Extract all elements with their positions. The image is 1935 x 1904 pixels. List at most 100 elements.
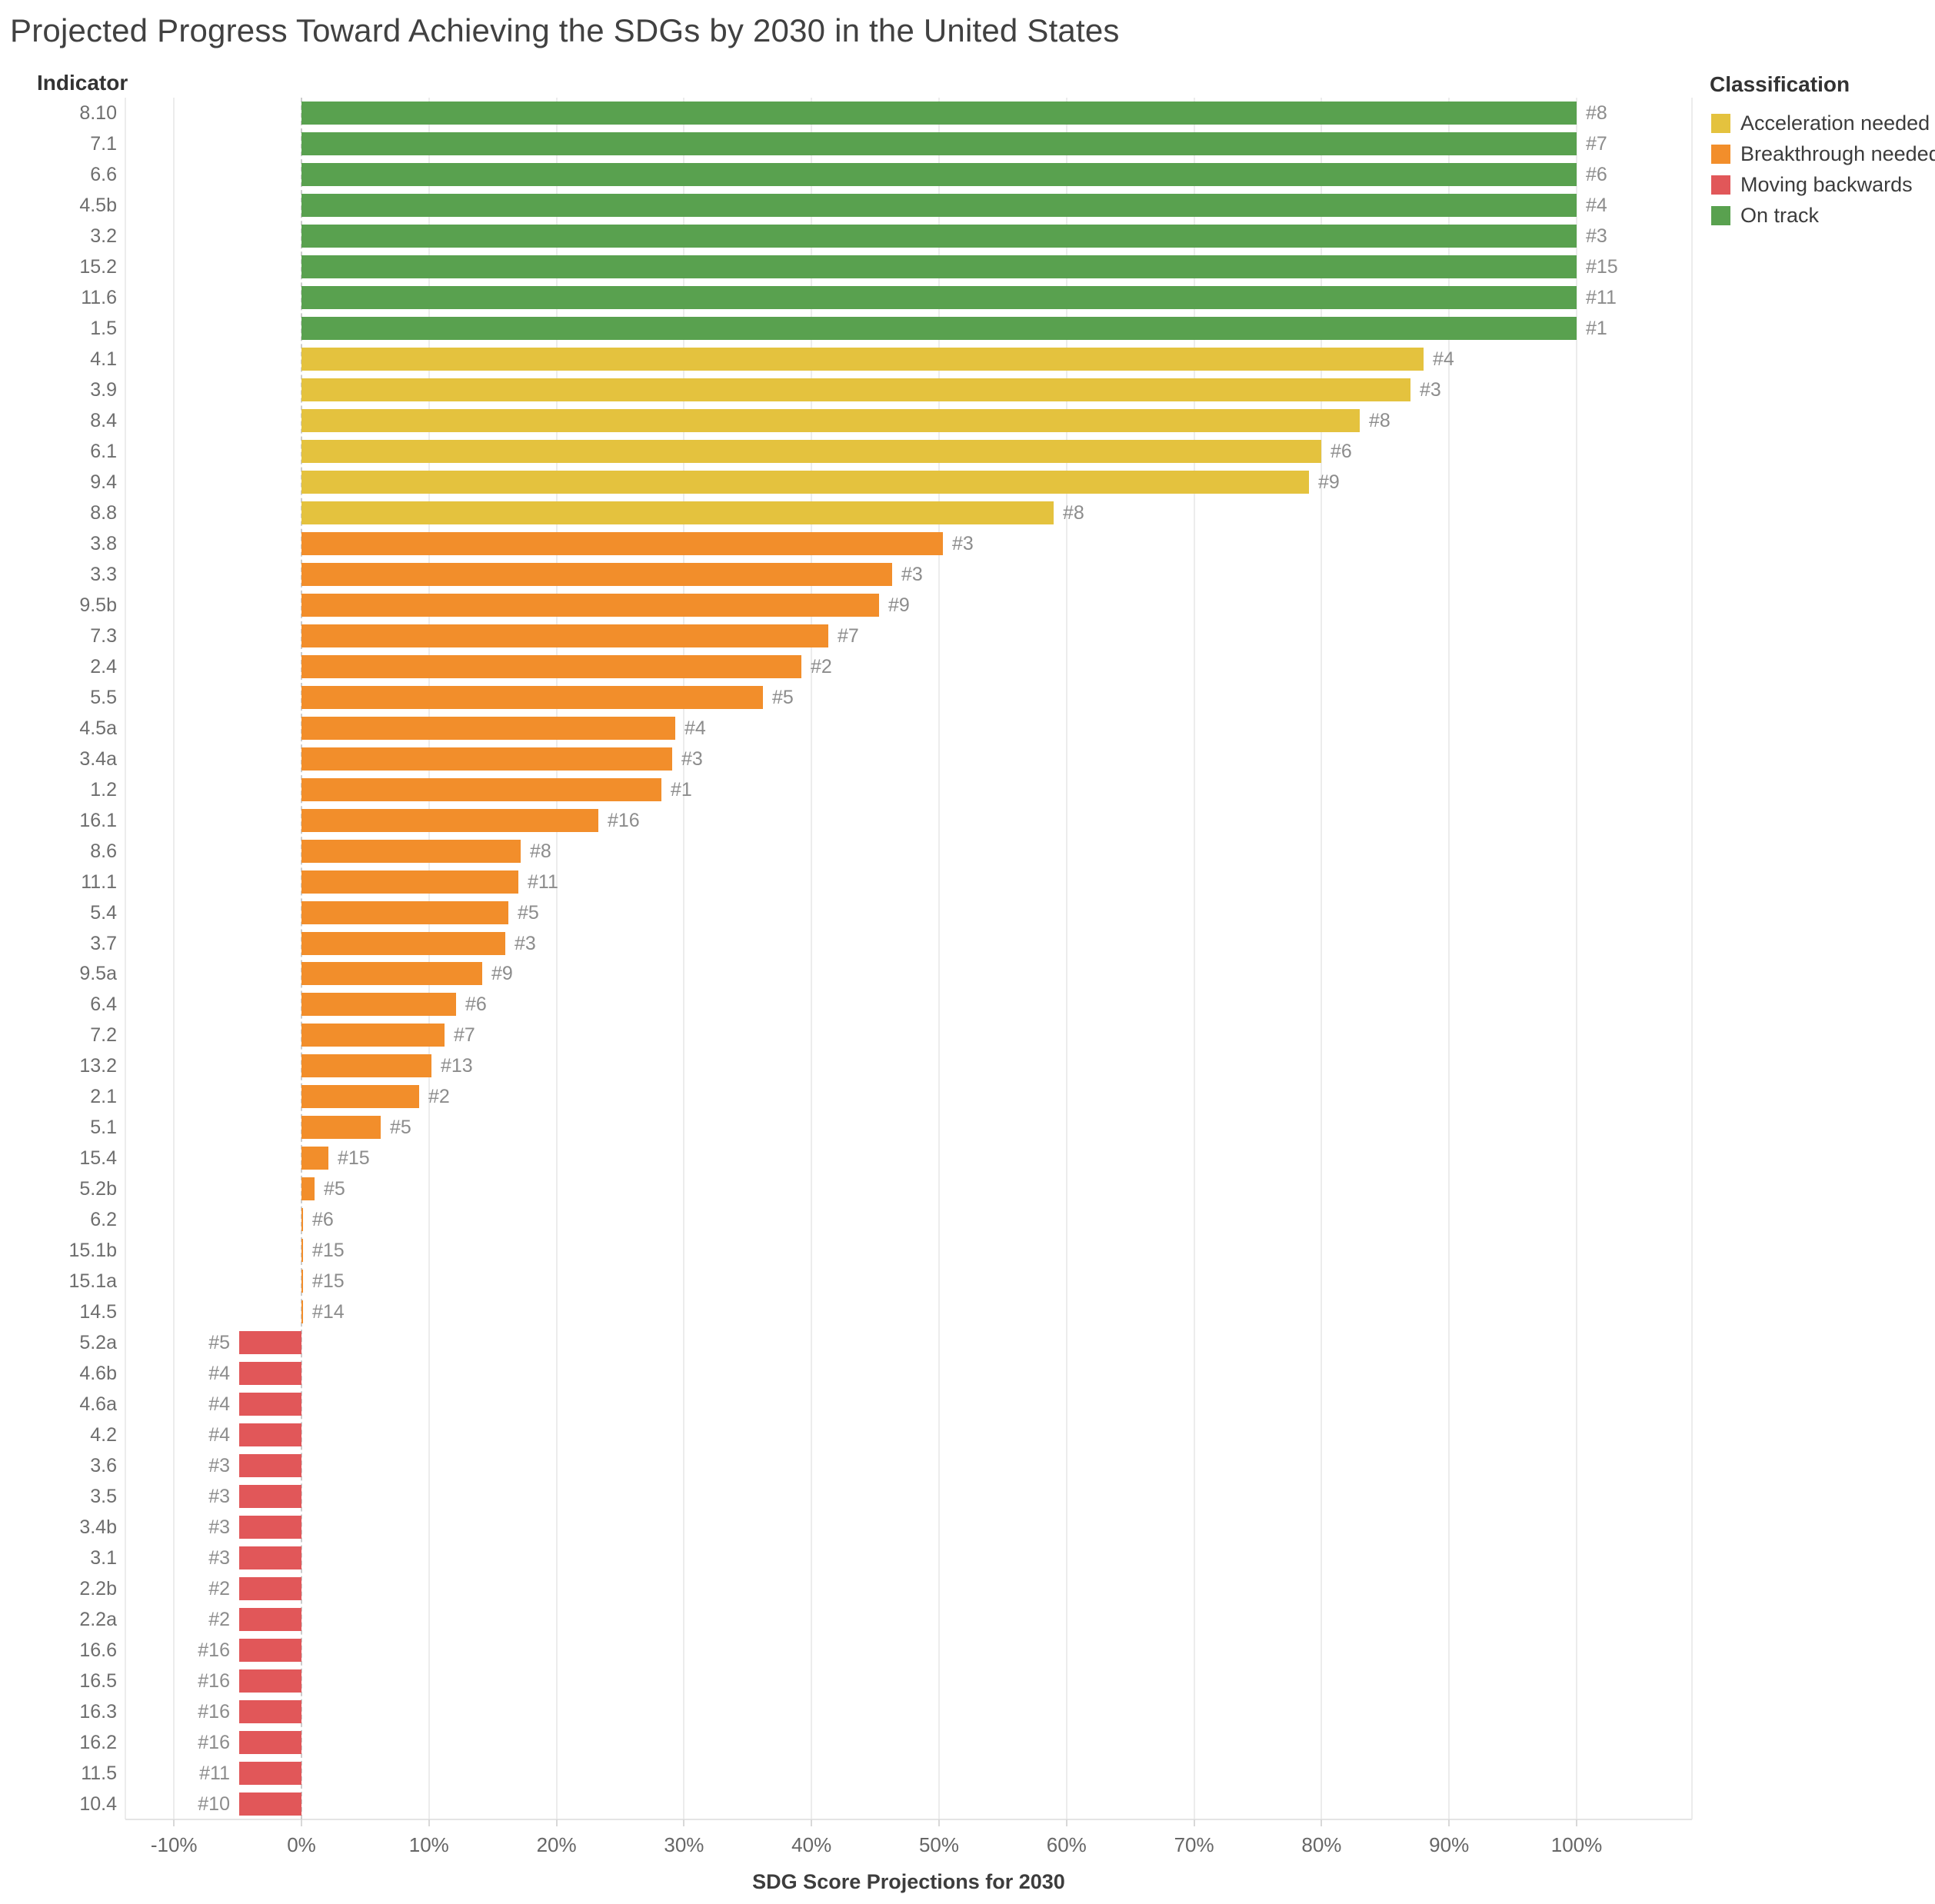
indicator-bar[interactable] bbox=[301, 163, 1577, 186]
goal-number-label: #3 bbox=[515, 933, 536, 954]
indicator-label: 3.2 bbox=[90, 225, 117, 247]
indicator-bar[interactable] bbox=[301, 594, 879, 617]
indicator-bar[interactable] bbox=[239, 1485, 301, 1508]
indicator-bar[interactable] bbox=[239, 1516, 301, 1539]
x-tick-100pct bbox=[1576, 1819, 1577, 1826]
indicator-bar[interactable] bbox=[301, 471, 1309, 494]
goal-number-label: #4 bbox=[208, 1424, 230, 1446]
goal-number-label: #16 bbox=[198, 1701, 230, 1723]
indicator-bar[interactable] bbox=[301, 993, 456, 1016]
goal-number-label: #3 bbox=[208, 1486, 230, 1507]
goal-number-label: #2 bbox=[208, 1578, 230, 1599]
goal-number-label: #15 bbox=[312, 1270, 345, 1292]
goal-number-label: #15 bbox=[338, 1147, 370, 1169]
indicator-bar[interactable] bbox=[239, 1423, 301, 1446]
indicator-bar[interactable] bbox=[301, 1300, 303, 1323]
indicator-label: 4.2 bbox=[90, 1424, 117, 1446]
indicator-bar[interactable] bbox=[301, 1270, 303, 1293]
legend-item-on_track[interactable]: On track bbox=[1710, 200, 1933, 231]
indicator-bar[interactable] bbox=[301, 1177, 315, 1200]
indicator-bar[interactable] bbox=[301, 962, 482, 985]
indicator-label: 9.5b bbox=[79, 594, 117, 616]
x-tick-0pct bbox=[301, 1819, 302, 1826]
goal-number-label: #2 bbox=[811, 656, 832, 677]
indicator-bar[interactable] bbox=[301, 286, 1577, 309]
indicator-bar[interactable] bbox=[301, 378, 1410, 401]
indicator-bar[interactable] bbox=[239, 1608, 301, 1631]
indicator-bar[interactable] bbox=[239, 1577, 301, 1600]
indicator-bar[interactable] bbox=[301, 655, 801, 678]
indicator-bar[interactable] bbox=[301, 1054, 431, 1077]
goal-number-label: #8 bbox=[1063, 502, 1084, 524]
indicator-bar[interactable] bbox=[239, 1700, 301, 1723]
indicator-bar[interactable] bbox=[301, 532, 943, 555]
indicator-bar[interactable] bbox=[301, 870, 518, 894]
indicator-bar[interactable] bbox=[301, 1147, 328, 1170]
indicator-bar[interactable] bbox=[301, 1116, 381, 1139]
goal-number-label: #2 bbox=[208, 1609, 230, 1630]
indicator-label: 7.1 bbox=[90, 133, 117, 155]
indicator-label: 3.5 bbox=[90, 1486, 117, 1507]
indicator-bar[interactable] bbox=[301, 686, 763, 709]
indicator-bar[interactable] bbox=[301, 225, 1577, 248]
gridline-10pct bbox=[428, 98, 430, 1819]
indicator-bar[interactable] bbox=[301, 624, 828, 647]
indicator-label: 1.2 bbox=[90, 779, 117, 801]
legend-item-breakthrough[interactable]: Breakthrough needed bbox=[1710, 138, 1935, 169]
indicator-bar[interactable] bbox=[301, 717, 675, 740]
indicator-bar[interactable] bbox=[301, 563, 892, 586]
indicator-bar[interactable] bbox=[301, 440, 1321, 463]
legend-title: Classification bbox=[1710, 72, 1850, 96]
indicator-bar[interactable] bbox=[239, 1731, 301, 1754]
indicator-bar[interactable] bbox=[301, 1239, 303, 1262]
goal-number-label: #16 bbox=[608, 810, 640, 831]
indicator-bar[interactable] bbox=[301, 409, 1360, 432]
goal-number-label: #9 bbox=[888, 594, 910, 616]
goal-number-label: #3 bbox=[952, 533, 974, 554]
indicator-label: 6.1 bbox=[90, 441, 117, 462]
indicator-bar[interactable] bbox=[239, 1546, 301, 1569]
indicator-bar[interactable] bbox=[239, 1454, 301, 1477]
indicator-bar[interactable] bbox=[239, 1669, 301, 1693]
goal-number-label: #5 bbox=[324, 1178, 345, 1200]
indicator-bar[interactable] bbox=[301, 1208, 303, 1231]
indicator-bar[interactable] bbox=[301, 932, 505, 955]
indicator-label: 3.8 bbox=[90, 533, 117, 554]
x-tick-label: 30% bbox=[664, 1833, 704, 1856]
goal-number-label: #5 bbox=[390, 1117, 411, 1138]
indicator-bar[interactable] bbox=[239, 1331, 301, 1354]
indicator-bar[interactable] bbox=[301, 840, 521, 863]
indicator-bar[interactable] bbox=[301, 901, 508, 924]
indicator-bar[interactable] bbox=[301, 747, 672, 771]
indicator-bar[interactable] bbox=[301, 255, 1577, 278]
indicator-bar[interactable] bbox=[239, 1362, 301, 1385]
indicator-bar[interactable] bbox=[239, 1639, 301, 1662]
indicator-label: 6.6 bbox=[90, 164, 117, 185]
indicator-bar[interactable] bbox=[301, 501, 1054, 524]
legend-item-label: Moving backwards bbox=[1740, 172, 1913, 196]
goal-number-label: #16 bbox=[198, 1639, 230, 1661]
indicator-bar[interactable] bbox=[301, 132, 1577, 155]
indicator-label: 7.3 bbox=[90, 625, 117, 647]
indicator-bar[interactable] bbox=[239, 1792, 301, 1816]
indicator-bar[interactable] bbox=[301, 1024, 445, 1047]
indicator-bar[interactable] bbox=[301, 1085, 419, 1108]
goal-number-label: #6 bbox=[312, 1209, 334, 1230]
legend-item-acceleration[interactable]: Acceleration needed bbox=[1710, 108, 1933, 138]
indicator-label: 8.4 bbox=[90, 410, 117, 431]
indicator-bar[interactable] bbox=[239, 1393, 301, 1416]
indicator-bar[interactable] bbox=[239, 1762, 301, 1785]
plot-left-border bbox=[125, 98, 126, 1819]
legend-item-backwards[interactable]: Moving backwards bbox=[1710, 169, 1933, 200]
x-tick-label: 100% bbox=[1550, 1833, 1603, 1856]
indicator-label: 16.3 bbox=[79, 1701, 117, 1723]
indicator-bar[interactable] bbox=[301, 809, 598, 832]
indicator-bar[interactable] bbox=[301, 317, 1577, 340]
indicator-bar[interactable] bbox=[301, 778, 661, 801]
goal-number-label: #15 bbox=[312, 1240, 345, 1261]
indicator-label: 11.6 bbox=[81, 287, 117, 308]
indicator-bar[interactable] bbox=[301, 102, 1577, 125]
goal-number-label: #3 bbox=[1420, 379, 1441, 401]
indicator-bar[interactable] bbox=[301, 348, 1424, 371]
indicator-bar[interactable] bbox=[301, 194, 1577, 217]
